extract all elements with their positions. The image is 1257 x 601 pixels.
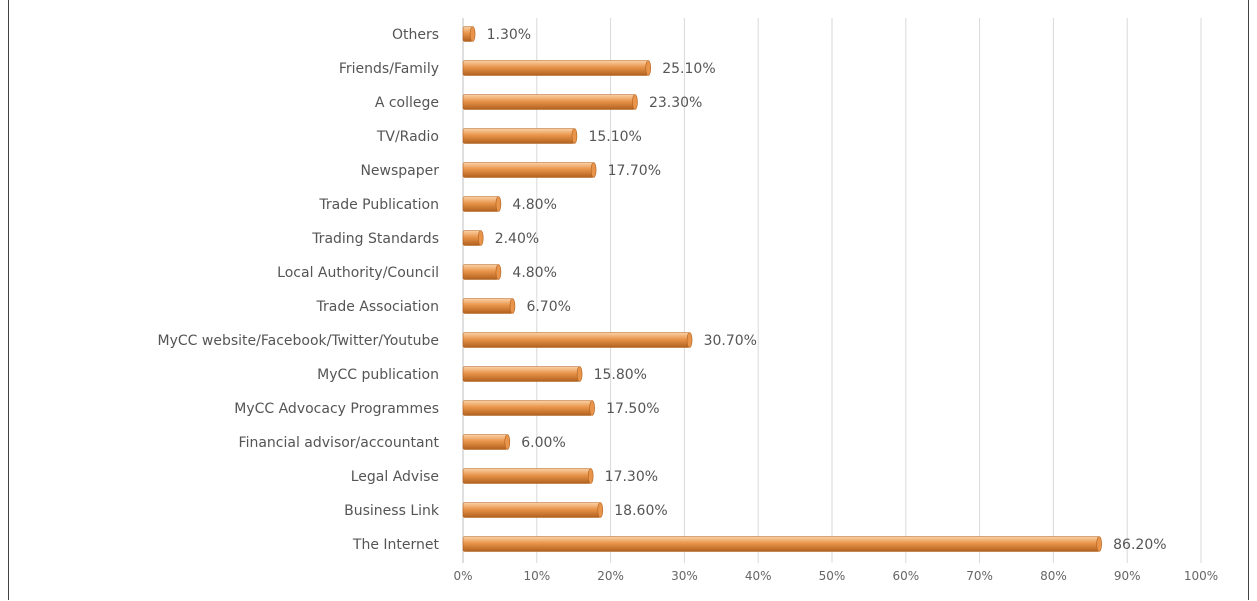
bar-end-cap — [571, 128, 578, 144]
value-label: 4.80% — [512, 197, 556, 213]
x-tick-label: 40% — [745, 569, 772, 583]
x-tick-label: 100% — [1184, 569, 1218, 583]
bar-end-cap — [686, 332, 693, 348]
bar-end-cap — [589, 400, 595, 416]
bar — [462, 536, 1100, 552]
value-label: 30.70% — [704, 333, 757, 349]
value-label: 1.30% — [487, 27, 531, 43]
category-label: MyCC Advocacy Programmes — [234, 401, 439, 417]
bar-end-cap — [477, 230, 484, 246]
bar — [462, 162, 594, 178]
bar-end-cap — [504, 434, 511, 450]
value-label: 4.80% — [512, 265, 556, 281]
bar-end-cap — [587, 468, 594, 484]
bar-end-cap — [576, 366, 583, 382]
x-axis-ticks: 0% 10% 20% 30% 40% 50% 60% 70% 80% 90% 100% — [453, 569, 1218, 583]
chart-frame — [8, 0, 1249, 600]
bar-end-cap — [1096, 536, 1102, 552]
category-label: Local Authority/Council — [277, 265, 439, 281]
category-label: Others — [392, 27, 439, 43]
category-label: A college — [375, 95, 439, 111]
bar — [462, 128, 575, 144]
value-label: 15.80% — [594, 367, 647, 383]
x-tick-label: 80% — [1040, 569, 1067, 583]
value-label: 23.30% — [649, 95, 702, 111]
gridlines — [462, 18, 1202, 563]
bar — [462, 60, 649, 76]
bar — [462, 400, 593, 416]
value-label: 17.50% — [606, 401, 659, 417]
value-labels: 1.30% 25.10% 23.30% 15.10% 17.70% 4.80% 2.40% 4… — [487, 27, 1167, 553]
bar-end-cap — [590, 162, 597, 178]
category-label: The Internet — [352, 537, 440, 553]
category-label: Friends/Family — [339, 61, 439, 77]
category-label: MyCC website/Facebook/Twitter/Youtube — [158, 333, 439, 349]
bar — [462, 94, 636, 110]
value-label: 17.30% — [605, 469, 658, 485]
bar — [462, 366, 580, 382]
bars — [462, 26, 1102, 552]
category-label: Financial advisor/accountant — [239, 435, 440, 451]
value-label: 6.70% — [526, 299, 570, 315]
bar — [462, 502, 601, 518]
bar-end-cap — [509, 298, 516, 314]
category-label: Business Link — [344, 503, 440, 519]
bar-end-cap — [645, 60, 652, 76]
value-label: 2.40% — [495, 231, 539, 247]
value-label: 17.70% — [608, 163, 661, 179]
x-tick-label: 70% — [966, 569, 993, 583]
bar — [462, 468, 591, 484]
x-tick-label: 30% — [671, 569, 698, 583]
bar-end-cap — [469, 26, 476, 42]
x-tick-label: 90% — [1114, 569, 1141, 583]
category-label: Trade Association — [316, 299, 440, 315]
category-label: Trade Publication — [318, 197, 439, 213]
category-label: Trading Standards — [311, 231, 439, 247]
x-tick-label: 50% — [819, 569, 846, 583]
category-labels: Others Friends/Family A college TV/Radio New… — [158, 27, 440, 553]
x-tick-label: 60% — [892, 569, 919, 583]
value-label: 25.10% — [662, 61, 715, 77]
value-label: 15.10% — [588, 129, 641, 145]
bar-end-cap — [597, 502, 604, 518]
category-label: Newspaper — [360, 163, 439, 179]
category-label: MyCC publication — [317, 367, 439, 383]
category-label: TV/Radio — [376, 129, 439, 145]
value-label: 18.60% — [614, 503, 667, 519]
x-tick-label: 10% — [523, 569, 550, 583]
bar-end-cap — [495, 196, 502, 212]
bar — [462, 298, 513, 314]
bar — [462, 332, 690, 348]
value-label: 6.00% — [521, 435, 565, 451]
bar — [462, 196, 499, 212]
category-label: Legal Advise — [351, 469, 439, 485]
x-tick-label: 0% — [453, 569, 472, 583]
value-label: 86.20% — [1113, 537, 1166, 553]
bar-end-cap — [632, 94, 638, 110]
x-tick-label: 20% — [597, 569, 624, 583]
bar — [462, 434, 508, 450]
bar-end-cap — [495, 264, 502, 280]
bar — [462, 264, 499, 280]
